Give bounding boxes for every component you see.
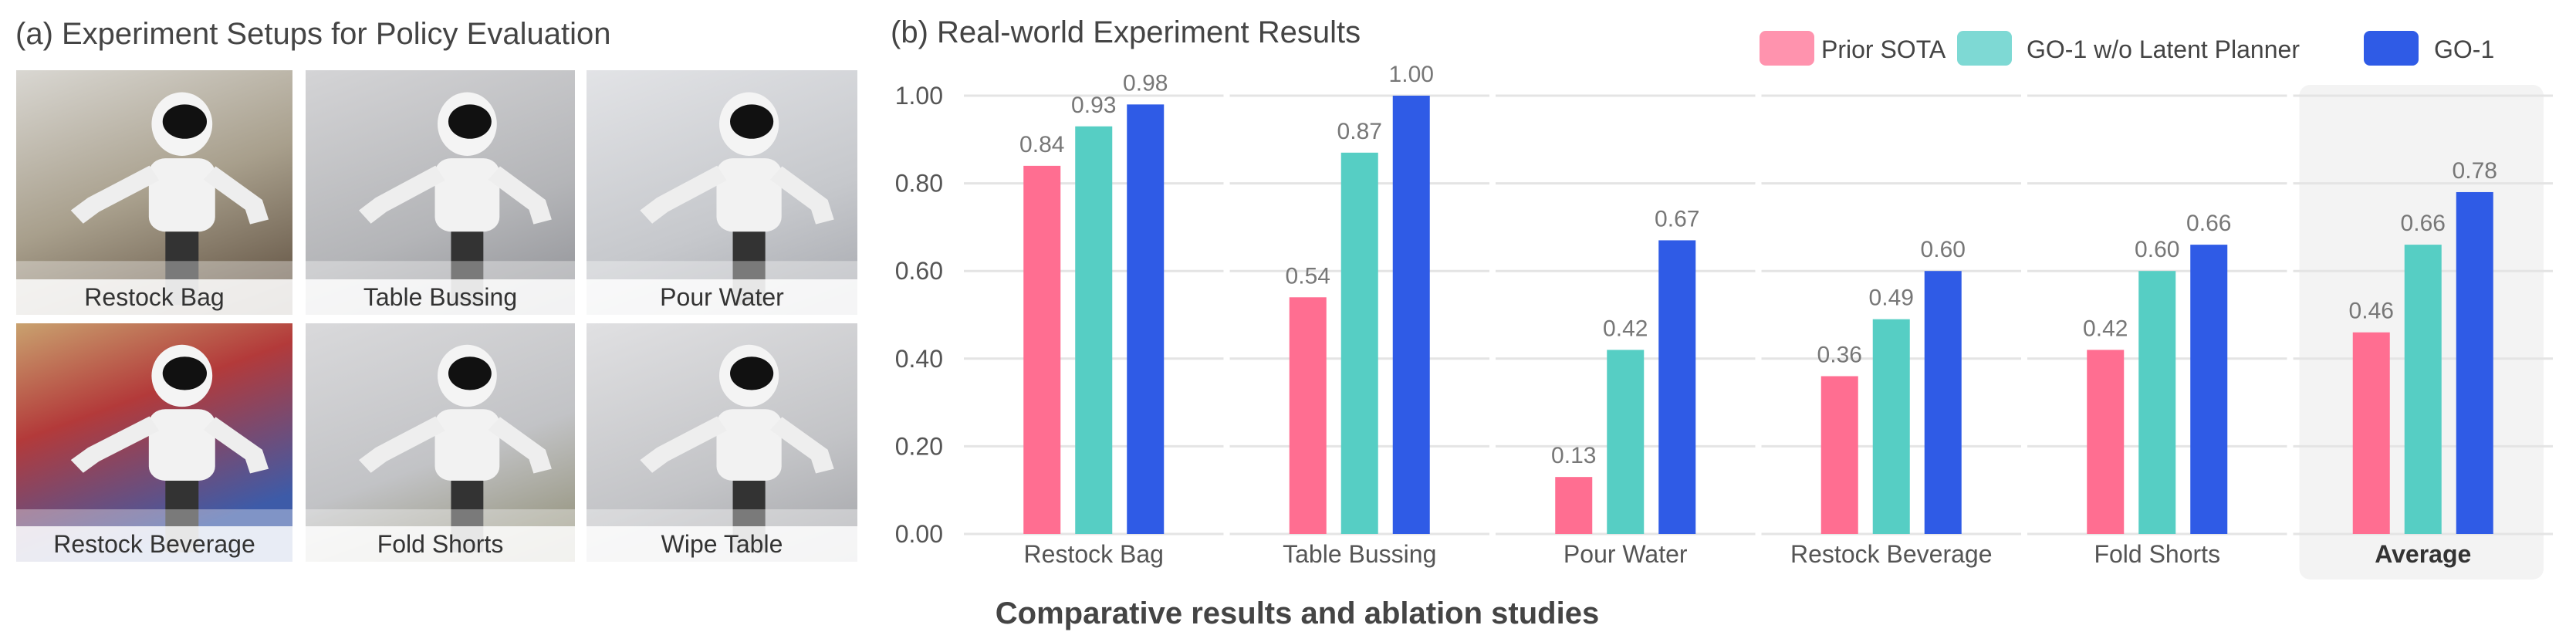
bar — [1127, 104, 1165, 535]
bar — [2456, 191, 2493, 534]
data-label: 0.42 — [2083, 316, 2128, 341]
bar — [1392, 96, 1430, 534]
setup-photo: Wipe Table — [587, 323, 857, 562]
setup-photo: Table Bussing — [306, 70, 575, 315]
data-label: 0.78 — [2453, 158, 2497, 184]
bar — [2190, 245, 2228, 534]
legend-label: Prior SOTA — [1821, 35, 1946, 63]
bar — [1023, 165, 1061, 534]
y-tick-label: 0.00 — [895, 520, 943, 548]
photo-label: Fold Shorts — [306, 526, 575, 562]
bar — [2138, 271, 2176, 534]
legend-swatch — [1760, 31, 1814, 66]
bar — [1075, 126, 1113, 534]
chart-title: (b) Real-world Experiment Results — [891, 15, 1361, 49]
bar — [1820, 376, 1858, 534]
photo-label: Wipe Table — [587, 526, 857, 562]
bar — [1607, 350, 1645, 534]
y-tick-label: 0.20 — [895, 432, 943, 460]
x-tick-label: Average — [2375, 540, 2471, 568]
bar — [1340, 152, 1378, 534]
data-label: 0.46 — [2349, 299, 2394, 324]
data-label: 0.84 — [1019, 132, 1064, 157]
photo-label: Restock Bag — [16, 279, 292, 315]
legend-swatch — [2364, 31, 2419, 66]
data-label: 0.93 — [1071, 93, 1116, 118]
data-label: 0.98 — [1123, 70, 1168, 96]
data-label: 0.87 — [1337, 119, 1382, 144]
data-label: 0.66 — [2401, 211, 2446, 236]
x-tick-label: Pour Water — [1564, 540, 1688, 568]
bar — [2404, 245, 2442, 534]
data-label: 0.13 — [1551, 443, 1596, 468]
bar — [1555, 477, 1593, 534]
data-label: 0.60 — [1921, 237, 1966, 262]
data-label: 1.00 — [1389, 62, 1434, 87]
legend-label: GO-1 w/o Latent Planner — [2027, 35, 2300, 63]
y-tick-label: 0.80 — [895, 170, 943, 198]
photo-label: Restock Beverage — [16, 526, 292, 562]
bar — [1289, 297, 1327, 534]
robot-illustration — [306, 92, 575, 315]
figure-caption: Comparative results and ablation studies — [996, 596, 1599, 630]
x-tick-label: Restock Bag — [1024, 540, 1164, 568]
data-label: 0.54 — [1286, 263, 1330, 289]
y-tick-label: 0.40 — [895, 345, 943, 373]
x-tick-label: Table Bussing — [1283, 540, 1436, 568]
legend-label: GO-1 — [2434, 35, 2494, 63]
bar — [2087, 350, 2125, 534]
data-label: 0.42 — [1603, 316, 1648, 341]
robot-illustration — [587, 92, 857, 315]
bar — [2352, 332, 2390, 534]
bar — [1872, 319, 1910, 534]
bar — [1924, 271, 1962, 534]
panel-a-title: (a) Experiment Setups for Policy Evaluat… — [15, 17, 611, 51]
legend-swatch — [1957, 31, 2012, 66]
data-label: 0.66 — [2186, 211, 2231, 236]
data-label: 0.67 — [1655, 206, 1699, 231]
setup-photo: Fold Shorts — [306, 323, 575, 562]
x-tick-label: Restock Beverage — [1790, 540, 1992, 568]
robot-illustration — [16, 92, 292, 315]
x-tick-label: Fold Shorts — [2094, 540, 2220, 568]
photo-label: Pour Water — [587, 279, 857, 315]
data-label: 0.49 — [1869, 286, 1914, 311]
setup-photo: Pour Water — [587, 70, 857, 315]
data-label: 0.36 — [1817, 343, 1862, 368]
photo-label: Table Bussing — [306, 279, 575, 315]
y-tick-label: 1.00 — [895, 82, 943, 110]
y-tick-label: 0.60 — [895, 257, 943, 285]
setup-photo: Restock Bag — [16, 70, 292, 315]
setup-photo: Restock Beverage — [16, 323, 292, 562]
data-label: 0.60 — [2135, 237, 2179, 262]
bar — [1658, 240, 1696, 534]
